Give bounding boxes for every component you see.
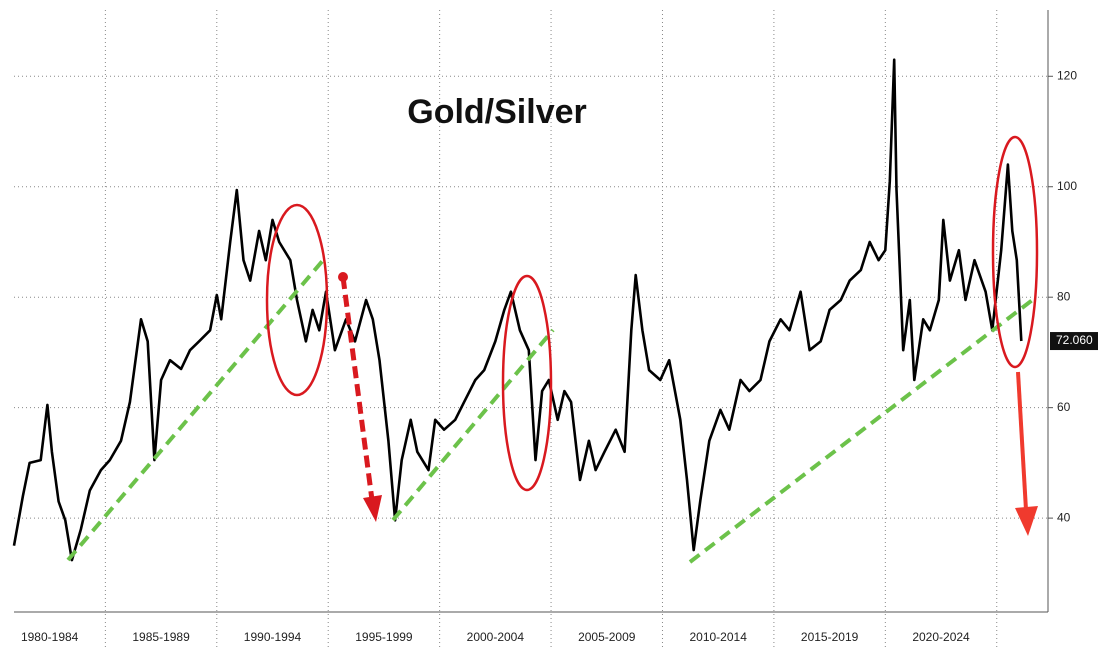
trend-line bbox=[66, 256, 327, 562]
y-tick-label: 120 bbox=[1057, 68, 1077, 82]
x-tick-label: 1990-1994 bbox=[244, 630, 302, 644]
arrow bbox=[340, 276, 375, 501]
arrow-head bbox=[363, 495, 382, 522]
x-tick-label: 1980-1984 bbox=[21, 630, 79, 644]
x-tick-label: 2015-2019 bbox=[801, 630, 859, 644]
data-line bbox=[12, 58, 1023, 562]
trend-line bbox=[391, 328, 555, 522]
arrow-head bbox=[1015, 506, 1038, 536]
y-tick-label: 80 bbox=[1057, 289, 1071, 303]
annotations bbox=[66, 135, 1039, 564]
last-value-box bbox=[1050, 332, 1098, 351]
x-tick-label: 2010-2014 bbox=[689, 630, 747, 644]
chart-title: Gold/Silver bbox=[407, 93, 587, 131]
marks bbox=[12, 58, 1023, 562]
x-tick-label: 2020-2024 bbox=[912, 630, 970, 644]
x-tick-label: 1995-1999 bbox=[355, 630, 413, 644]
highlight-ellipse bbox=[991, 135, 1039, 369]
x-tick-label: 2000-2004 bbox=[467, 630, 525, 644]
y-tick-label: 60 bbox=[1057, 400, 1071, 414]
highlight-ellipse bbox=[265, 203, 329, 397]
x-tick-label: 1985-1989 bbox=[132, 630, 190, 644]
x-tick-label: 2005-2009 bbox=[578, 630, 636, 644]
y-tick-label: 100 bbox=[1057, 179, 1077, 193]
y-tick-label: 40 bbox=[1057, 510, 1071, 524]
arrow bbox=[1016, 371, 1028, 511]
last-value-label: 72.060 bbox=[1056, 333, 1093, 347]
trend-line bbox=[688, 296, 1037, 564]
highlight-ellipse bbox=[501, 274, 553, 492]
